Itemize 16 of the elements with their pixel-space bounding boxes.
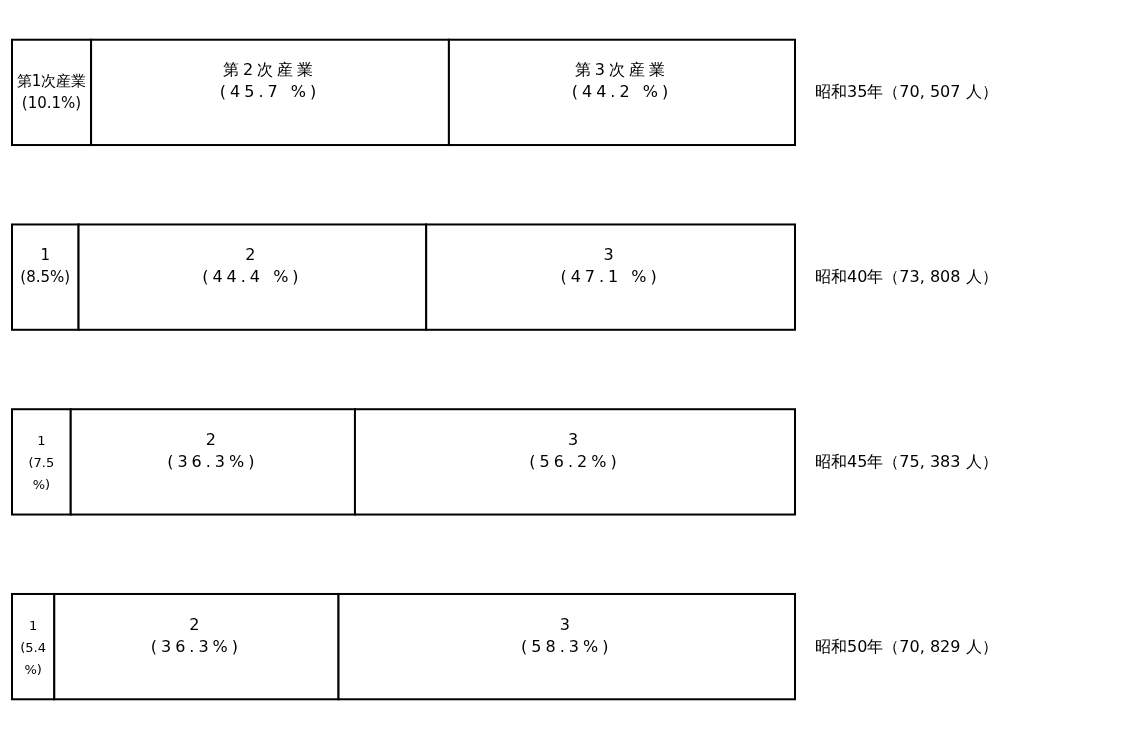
data-label: 2 (36.3%) — [167, 429, 259, 471]
y-tick-label: 昭和45年（75, 383 人） — [815, 451, 998, 471]
data-label: 1 (5.4 %) — [20, 617, 47, 677]
data-label: 3 (47.1 %) — [560, 245, 661, 287]
data-label: 2 (44.4 %) — [202, 245, 303, 287]
data-label: 1 (8.5%) — [20, 246, 71, 287]
data-label: 3 (56.2%) — [529, 429, 621, 471]
y-tick-label: 昭和35年（70, 507 人） — [815, 82, 998, 102]
data-label: 1 (7.5 %) — [28, 432, 55, 492]
data-label: 第3次産業 (44.2 %) — [571, 60, 673, 102]
data-label: 第2次産業 (45.7 %) — [219, 60, 321, 102]
data-label: 3 (58.3%) — [521, 614, 613, 656]
data-label: 第1次産業 (10.1%) — [16, 72, 87, 113]
y-tick-label: 昭和50年（70, 829 人） — [815, 636, 998, 656]
data-label: 2 (36.3%) — [150, 614, 243, 656]
y-tick-label: 昭和40年（73, 808 人） — [815, 267, 998, 287]
